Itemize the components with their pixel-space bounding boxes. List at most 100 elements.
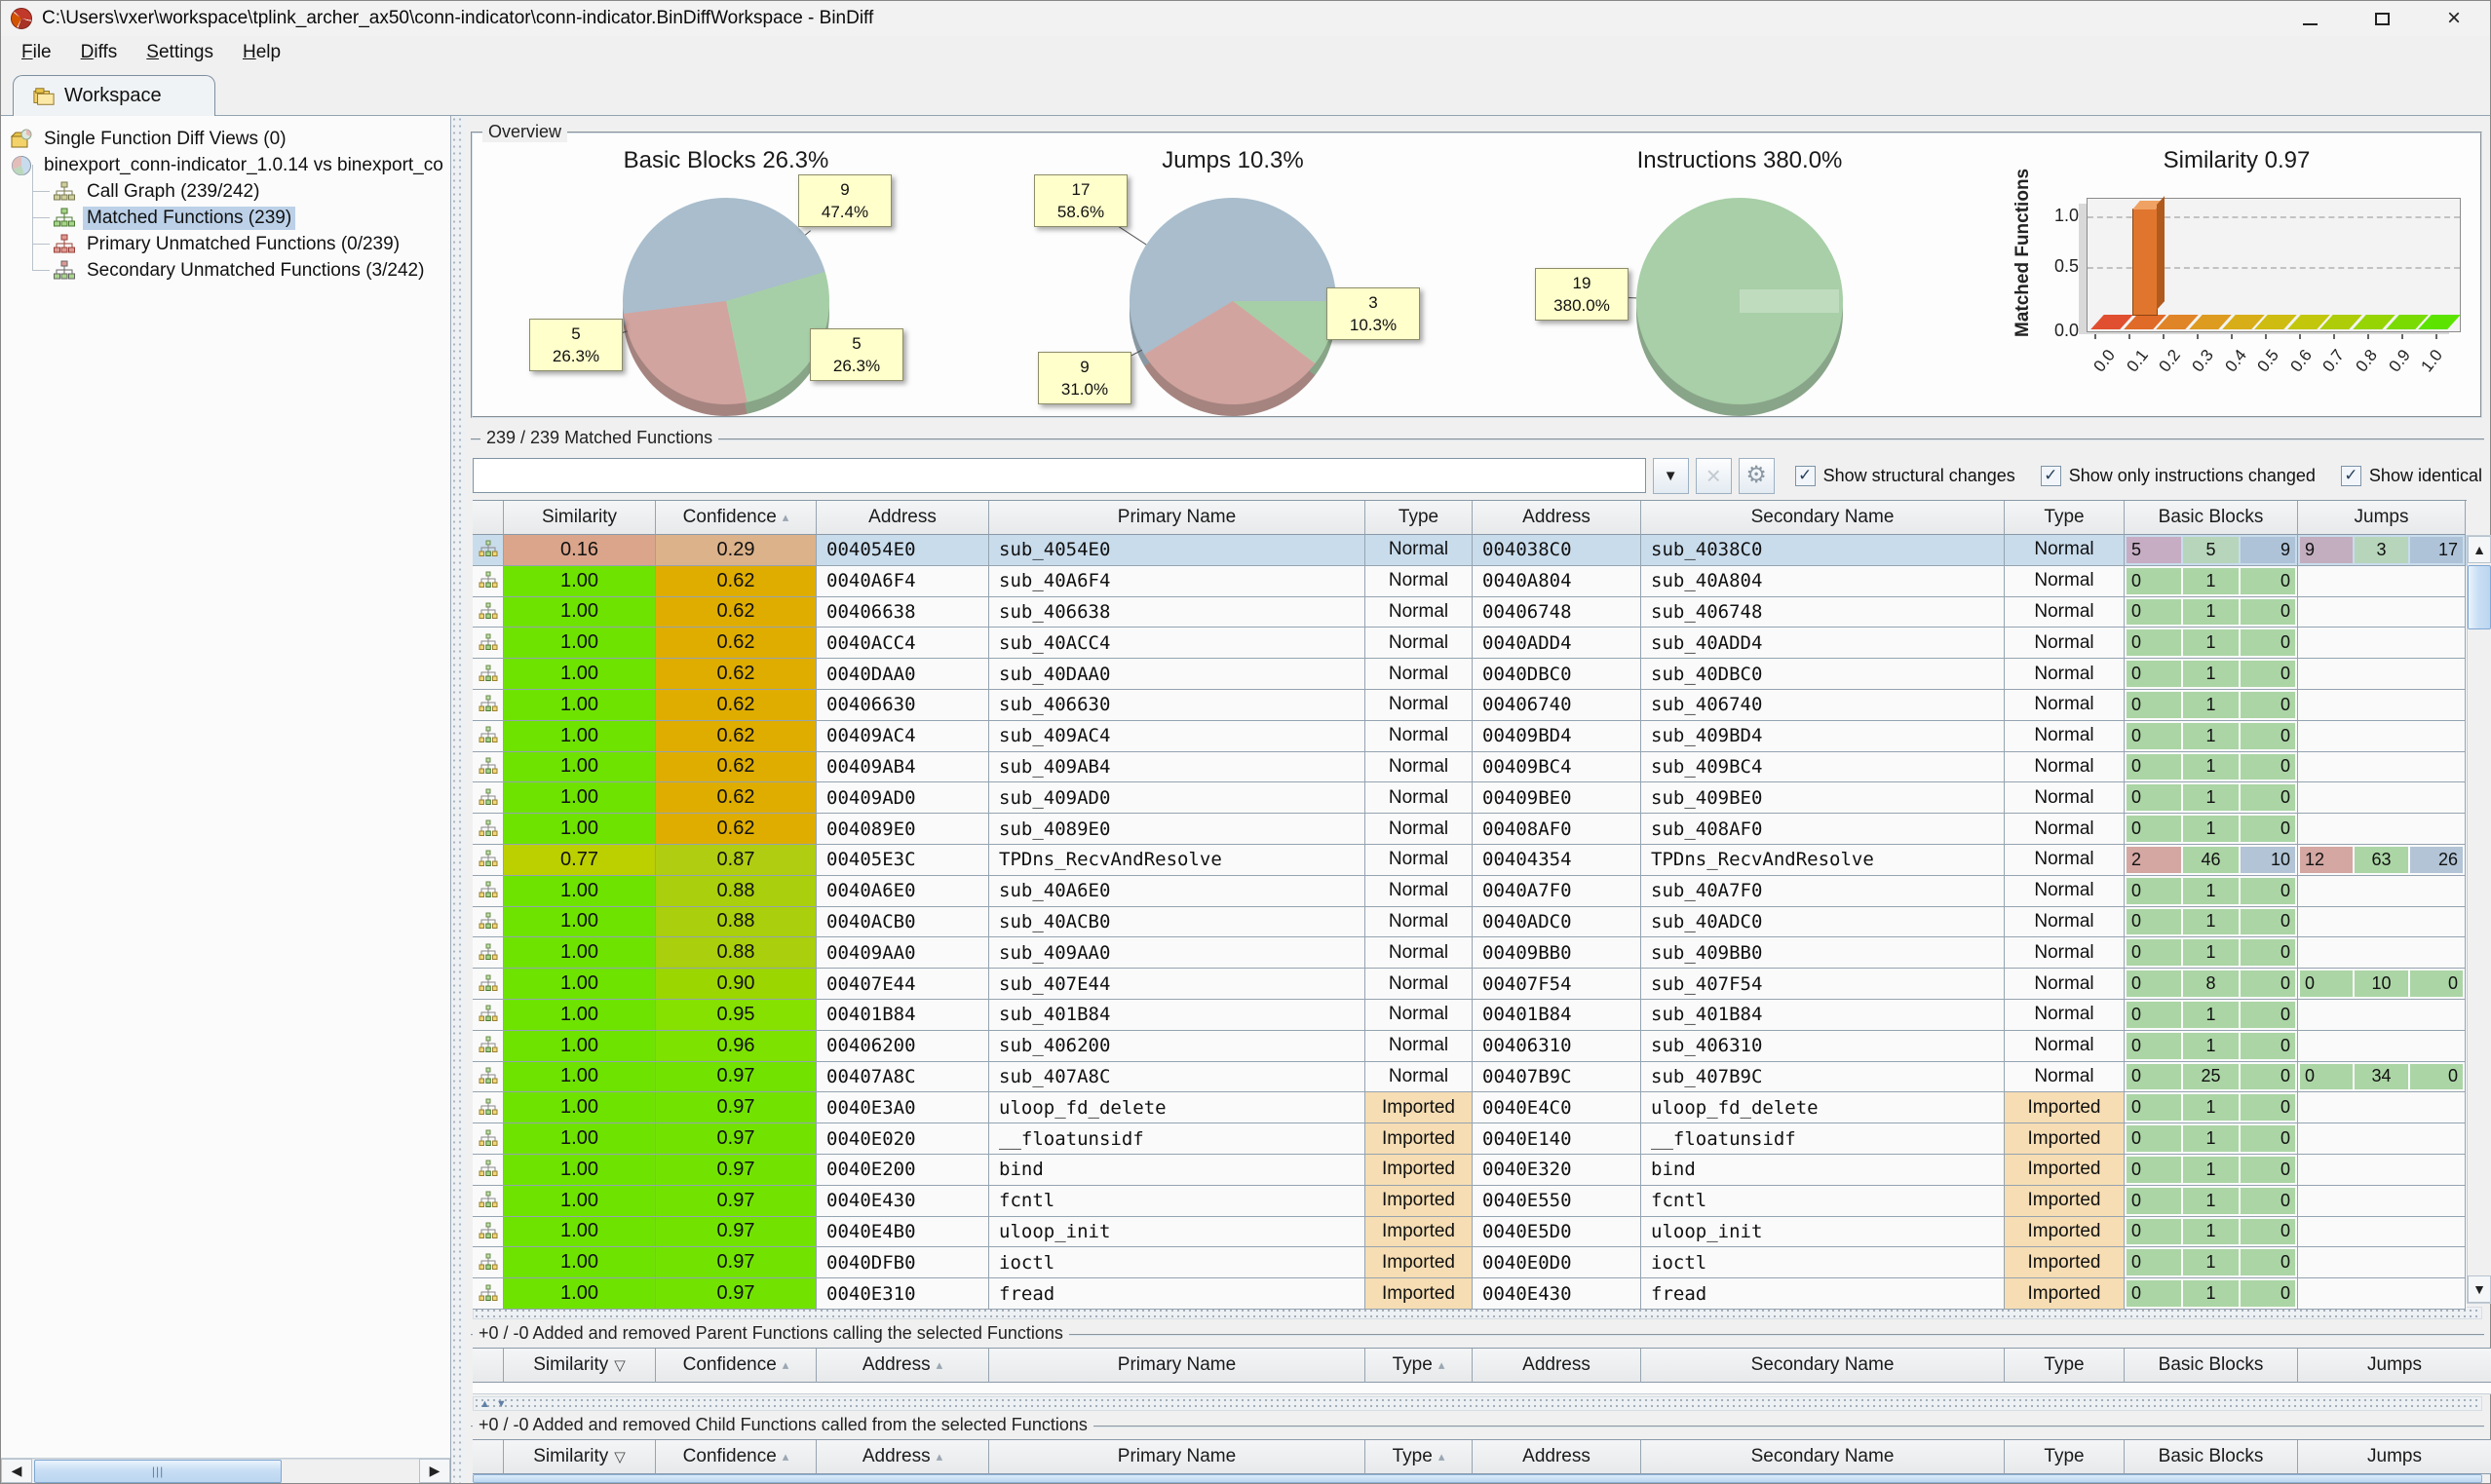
sidebar-item-2[interactable]: binexport_conn-indicator_1.0.14 vs binex… [11, 152, 450, 178]
column-header-address[interactable]: Address▴ [817, 1440, 989, 1474]
column-header-similarity[interactable]: Similarity [504, 501, 656, 535]
cell-secondary-name: sub_40A804 [1641, 566, 2005, 597]
column-header-confidence[interactable]: Confidence▴ [656, 501, 817, 535]
column-header-jumps[interactable]: Jumps [2298, 1440, 2491, 1474]
table-row[interactable]: 1.000.970040E020__floatunsidfImported004… [473, 1123, 2467, 1155]
table-row[interactable]: 1.000.970040E200bindImported0040E320bind… [473, 1155, 2467, 1186]
column-header-type[interactable]: Type [2005, 1440, 2125, 1474]
cell-primary-name: sub_4054E0 [989, 535, 1365, 566]
cell-primary-address: 0040E430 [817, 1186, 989, 1217]
table-row[interactable]: 1.000.970040E3A0uloop_fd_deleteImported0… [473, 1092, 2467, 1123]
column-header-address[interactable]: Address [1473, 1349, 1641, 1383]
column-header-type[interactable]: Type▴ [1365, 1349, 1473, 1383]
column-header-address[interactable]: Address [1473, 501, 1641, 535]
table-row[interactable]: 1.000.6200409AC4sub_409AC4Normal00409BD4… [473, 721, 2467, 752]
table-row[interactable]: 1.000.6200409AB4sub_409AB4Normal00409BC4… [473, 752, 2467, 783]
column-header-address[interactable]: Address [817, 501, 989, 535]
scrollbar-thumb[interactable]: ||| [34, 1460, 282, 1483]
sidebar-item-5[interactable]: Primary Unmatched Functions (0/239) [11, 231, 450, 257]
column-header-jumps[interactable]: Jumps [2298, 1349, 2491, 1383]
column-header-primary-name[interactable]: Primary Name [989, 1440, 1365, 1474]
table-vertical-scrollbar[interactable]: ▲ ▼ [2467, 535, 2491, 1304]
column-header-jumps[interactable]: Jumps [2298, 501, 2466, 535]
table-row[interactable]: 1.000.8800409AA0sub_409AA0Normal00409BB0… [473, 937, 2467, 969]
scroll-up-button[interactable]: ▲ [2468, 536, 2491, 563]
menu-file[interactable]: File [9, 39, 64, 66]
column-header-icon[interactable] [473, 1440, 504, 1474]
column-header-secondary-name[interactable]: Secondary Name [1641, 1349, 2005, 1383]
column-header-similarity[interactable]: Similarity▽ [504, 1440, 656, 1474]
bottom-split-divider[interactable]: ▲ ▼ [473, 1396, 2482, 1411]
table-row[interactable]: 1.000.9000407E44sub_407E44Normal00407F54… [473, 969, 2467, 1000]
sidebar-item-6[interactable]: Secondary Unmatched Functions (3/242) [11, 257, 450, 284]
divider-up-icon[interactable]: ▲ [479, 1398, 490, 1410]
sidebar-item-1[interactable]: Single Function Diff Views (0) [11, 126, 450, 152]
checkbox-show-structural-changes[interactable]: ✓Show structural changes [1795, 466, 2015, 486]
tree-horizontal-scrollbar[interactable]: ◀ ||| ▶ [1, 1458, 450, 1483]
column-header-type[interactable]: Type [2005, 1349, 2125, 1383]
menu-diffs[interactable]: Diffs [68, 39, 131, 66]
tab-workspace[interactable]: Workspace [13, 75, 215, 116]
column-header-basic-blocks[interactable]: Basic Blocks [2125, 1349, 2298, 1383]
scroll-right-button[interactable]: ▶ [419, 1459, 450, 1483]
column-header-address[interactable]: Address▴ [817, 1349, 989, 1383]
filter-settings-button[interactable]: ⚙ [1739, 458, 1775, 494]
column-header-icon[interactable] [473, 501, 504, 535]
table-row[interactable]: 1.000.970040E310freadImported0040E430fre… [473, 1278, 2467, 1310]
minimize-button[interactable] [2299, 8, 2320, 29]
table-row[interactable]: 1.000.62004089E0sub_4089E0Normal00408AF0… [473, 814, 2467, 845]
table-row[interactable]: 0.770.8700405E3CTPDns_RecvAndResolveNorm… [473, 845, 2467, 876]
column-header-secondary-name[interactable]: Secondary Name [1641, 1440, 2005, 1474]
close-button[interactable]: × [2443, 8, 2465, 29]
table-row[interactable]: 1.000.6200406638sub_406638Normal00406748… [473, 597, 2467, 628]
column-header-address[interactable]: Address [1473, 1440, 1641, 1474]
divider-down-icon[interactable]: ▼ [496, 1398, 507, 1410]
table-row[interactable]: 1.000.880040A6E0sub_40A6E0Normal0040A7F0… [473, 876, 2467, 907]
column-header-similarity[interactable]: Similarity▽ [504, 1349, 656, 1383]
table-row[interactable]: 1.000.6200409AD0sub_409AD0Normal00409BE0… [473, 782, 2467, 814]
filter-dropdown-button[interactable]: ▼ [1653, 458, 1689, 494]
table-row[interactable]: 1.000.620040A6F4sub_40A6F4Normal0040A804… [473, 566, 2467, 597]
scroll-down-button[interactable]: ▼ [2468, 1275, 2491, 1303]
maximize-button[interactable] [2371, 8, 2393, 29]
scrollbar-thumb[interactable] [2468, 565, 2491, 629]
clear-filter-button[interactable]: × [1696, 458, 1732, 494]
splitpane-divider[interactable] [451, 116, 465, 1483]
column-header-icon[interactable] [473, 1349, 504, 1383]
column-header-primary-name[interactable]: Primary Name [989, 1349, 1365, 1383]
table-row[interactable]: 1.000.620040ACC4sub_40ACC4Normal0040ADD4… [473, 628, 2467, 659]
column-header-type[interactable]: Type [2005, 501, 2125, 535]
menu-settings[interactable]: Settings [134, 39, 226, 66]
table-row[interactable]: 1.000.9700407A8Csub_407A8CNormal00407B9C… [473, 1062, 2467, 1093]
scroll-left-button[interactable]: ◀ [1, 1459, 32, 1483]
basic-blocks: 010 [2125, 814, 2297, 844]
column-header-confidence[interactable]: Confidence▴ [656, 1349, 817, 1383]
table-row[interactable]: 1.000.970040E430fcntlImported0040E550fcn… [473, 1186, 2467, 1217]
sidebar-item-4[interactable]: Matched Functions (239) [11, 205, 450, 231]
table-row[interactable]: 1.000.970040E4B0uloop_initImported0040E5… [473, 1217, 2467, 1248]
column-header-primary-name[interactable]: Primary Name [989, 501, 1365, 535]
column-header-type[interactable]: Type▴ [1365, 1440, 1473, 1474]
checkbox-show-only-instructions-changed[interactable]: ✓Show only instructions changed [2041, 466, 2316, 486]
table-row[interactable]: 1.000.880040ACB0sub_40ACB0Normal0040ADC0… [473, 907, 2467, 938]
column-header-basic-blocks[interactable]: Basic Blocks [2125, 501, 2298, 535]
filter-input[interactable] [473, 458, 1646, 493]
basic-blocks-value: 0 [2241, 878, 2295, 904]
menu-help[interactable]: Help [230, 39, 293, 66]
table-row[interactable]: 0.160.29004054E0sub_4054E0Normal004038C0… [473, 535, 2467, 566]
column-header-type[interactable]: Type [1365, 501, 1473, 535]
column-header-secondary-name[interactable]: Secondary Name [1641, 501, 2005, 535]
table-row[interactable]: 1.000.620040DAA0sub_40DAA0Normal0040DBC0… [473, 659, 2467, 690]
table-row[interactable]: 1.000.9500401B84sub_401B84Normal00401B84… [473, 1000, 2467, 1031]
column-header-confidence[interactable]: Confidence▴ [656, 1440, 817, 1474]
table-row[interactable]: 1.000.9600406200sub_406200Normal00406310… [473, 1031, 2467, 1062]
column-header-basic-blocks[interactable]: Basic Blocks [2125, 1440, 2298, 1474]
table-row[interactable]: 1.000.6200406630sub_406630Normal00406740… [473, 690, 2467, 721]
slice-percent: 31.0% [1039, 378, 1131, 400]
chart-title: Similarity 0.97 [1993, 147, 2480, 174]
checkbox-show-identical[interactable]: ✓Show identical [2341, 466, 2482, 486]
child-table-scrollbar[interactable] [473, 1474, 2482, 1483]
sidebar-item-3[interactable]: Call Graph (239/242) [11, 178, 450, 205]
basic-blocks: 010 [2125, 690, 2297, 720]
table-row[interactable]: 1.000.970040DFB0ioctlImported0040E0D0ioc… [473, 1247, 2467, 1278]
